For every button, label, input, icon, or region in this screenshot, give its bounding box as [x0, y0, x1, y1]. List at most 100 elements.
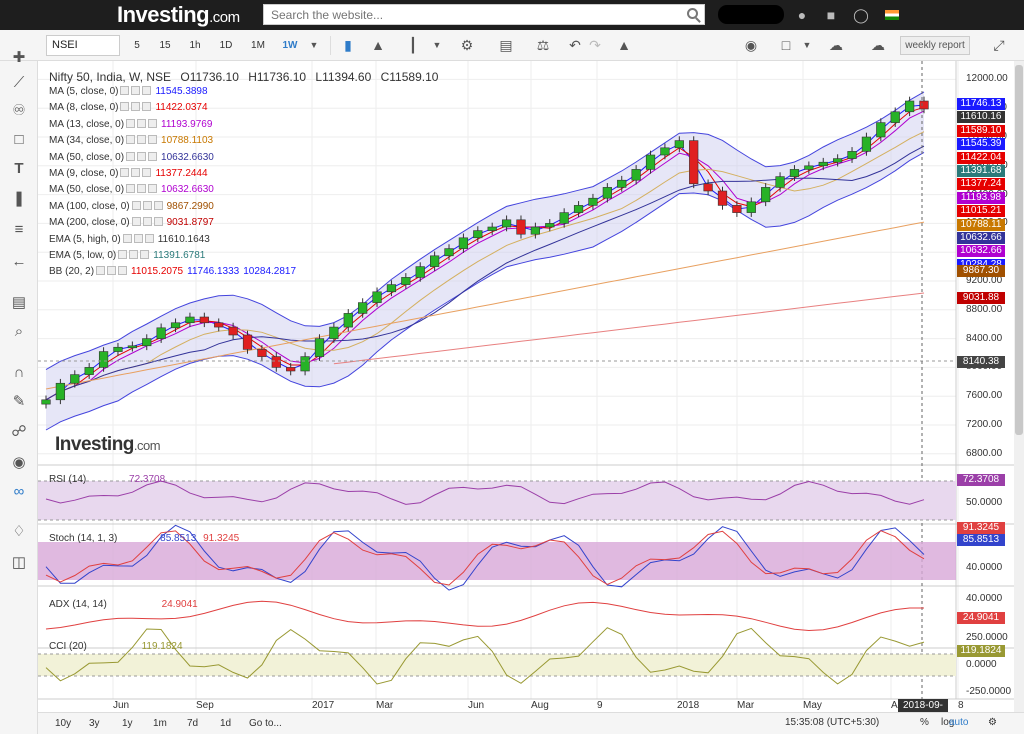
- cci-legend[interactable]: CCI (20) 119.1824: [49, 641, 183, 652]
- indicator-option-icon[interactable]: [120, 102, 130, 112]
- indicator-option-icon[interactable]: [144, 233, 154, 243]
- interval-5-button[interactable]: 5: [134, 40, 140, 51]
- range-3y-button[interactable]: 3y: [89, 718, 100, 729]
- indicator-option-icon[interactable]: [137, 151, 147, 161]
- zoom-icon[interactable]: ⌕: [14, 323, 24, 340]
- eye-icon[interactable]: ◉: [12, 454, 26, 471]
- indicator-legend-row[interactable]: MA (100, close, 0) 9867.2990: [49, 200, 214, 212]
- page-scrollbar[interactable]: [1014, 61, 1024, 712]
- indicator-option-icon[interactable]: [142, 168, 152, 177]
- interval-1w-button[interactable]: 1W: [282, 40, 298, 51]
- range-1m-button[interactable]: 1m: [153, 718, 167, 729]
- indicator-option-icon[interactable]: [153, 217, 163, 227]
- settings-gear-icon[interactable]: ⚙: [460, 37, 474, 53]
- indicator-legend-row[interactable]: MA (9, close, 0) 11377.2444: [49, 168, 208, 179]
- indicator-option-icon[interactable]: [131, 86, 141, 95]
- portfolio-icon[interactable]: ■: [826, 7, 836, 23]
- goto-date-button[interactable]: Go to...: [249, 718, 282, 729]
- indicator-option-icon[interactable]: [142, 200, 152, 210]
- indicator-option-icon[interactable]: [142, 102, 152, 112]
- search-box[interactable]: [263, 4, 705, 25]
- search-icon[interactable]: [687, 8, 698, 19]
- utc-clock[interactable]: 15:35:08 (UTC+5:30): [785, 717, 880, 728]
- cloud-upload-icon[interactable]: ☁: [871, 37, 885, 53]
- indicator-option-icon[interactable]: [148, 184, 158, 194]
- weekly-report-button[interactable]: weekly report: [900, 36, 970, 55]
- indicator-option-icon[interactable]: [131, 168, 141, 177]
- range-1d-button[interactable]: 1d: [220, 718, 232, 729]
- chart-settings-gear-icon[interactable]: ⚙: [988, 717, 997, 728]
- log-scale-toggle[interactable]: log: [941, 717, 955, 728]
- site-logo[interactable]: Investing.com: [117, 2, 240, 28]
- stoch-legend[interactable]: Stoch (14, 1, 3) 85.8513 91.3245: [49, 533, 239, 544]
- fullscreen-icon[interactable]: ⤢: [993, 37, 1005, 53]
- search-input[interactable]: [264, 5, 674, 24]
- compare-scale-icon[interactable]: ⚖: [536, 37, 550, 53]
- lock-icon[interactable]: ☍: [11, 423, 27, 440]
- range-10y-button[interactable]: 10y: [55, 718, 72, 729]
- indicator-legend-row[interactable]: EMA (5, low, 0) 11391.6781: [49, 250, 205, 261]
- indicator-legend-row[interactable]: MA (50, close, 0) 10632.6630: [49, 184, 214, 195]
- indicator-option-icon[interactable]: [126, 151, 136, 161]
- interval-1d-button[interactable]: 1D: [219, 40, 233, 51]
- indicator-option-icon[interactable]: [120, 86, 130, 95]
- india-flag-icon[interactable]: [885, 10, 899, 20]
- indicator-legend-row[interactable]: MA (34, close, 0) 10788.1103: [49, 135, 213, 146]
- pencil-icon[interactable]: ✎: [12, 393, 26, 410]
- indicator-option-icon[interactable]: [148, 135, 158, 145]
- indicator-option-icon[interactable]: [137, 135, 147, 145]
- indicator-legend-row[interactable]: MA (50, close, 0) 10632.6630: [49, 151, 214, 163]
- indicator-legend-row[interactable]: EMA (5, high, 0) 11610.1643: [49, 233, 210, 245]
- indicator-option-icon[interactable]: [140, 250, 150, 259]
- indicator-option-icon[interactable]: [107, 266, 117, 276]
- main-legend[interactable]: Nifty 50, India, W, NSE O11736.10 H11736…: [49, 70, 438, 84]
- indicator-option-icon[interactable]: [131, 217, 141, 227]
- bars-icon[interactable]: ┃: [408, 37, 418, 53]
- fibonacci-icon[interactable]: ≡: [14, 221, 24, 238]
- candles-icon[interactable]: ▮: [344, 37, 352, 53]
- symbol-input[interactable]: NSEI: [46, 35, 120, 56]
- scrollbar-thumb[interactable]: [1015, 65, 1023, 435]
- indicator-legend-row[interactable]: MA (8, close, 0) 11422.0374: [49, 102, 208, 113]
- chart-area[interactable]: [38, 61, 1014, 712]
- interval-1m-button[interactable]: 1M: [251, 40, 265, 51]
- trend-line-icon[interactable]: ⟋: [13, 74, 25, 91]
- pattern-icon[interactable]: ❚: [12, 190, 26, 207]
- indicator-option-icon[interactable]: [148, 151, 158, 161]
- interval-dropdown-icon[interactable]: ▼: [309, 40, 319, 50]
- measure-icon[interactable]: ▤: [11, 294, 27, 311]
- interval-15-button[interactable]: 15: [159, 40, 171, 51]
- indicator-legend-row[interactable]: MA (200, close, 0) 9031.8797: [49, 217, 214, 228]
- cloud-download-icon[interactable]: ☁: [829, 37, 843, 53]
- indicator-option-icon[interactable]: [142, 217, 152, 227]
- back-arrow-icon[interactable]: ←: [11, 253, 27, 270]
- range-7d-button[interactable]: 7d: [187, 718, 199, 729]
- interval-1h-button[interactable]: 1h: [189, 40, 201, 51]
- color-box-icon[interactable]: □: [781, 37, 791, 53]
- crosshair-icon[interactable]: ✚: [12, 49, 26, 66]
- color-dropdown-icon[interactable]: ▼: [802, 40, 812, 50]
- indicator-option-icon[interactable]: [96, 266, 106, 276]
- indicator-legend-row[interactable]: BB (20, 2) 11015.2075 11746.1333 10284.2817: [49, 266, 296, 277]
- redo-icon[interactable]: ↷: [589, 37, 601, 53]
- user-name-redacted[interactable]: [718, 5, 784, 24]
- rectangle-icon[interactable]: □: [14, 131, 24, 148]
- range-1y-button[interactable]: 1y: [122, 718, 133, 729]
- rsi-legend[interactable]: RSI (14) 72.3708: [49, 474, 165, 485]
- percent-scale-toggle[interactable]: %: [920, 717, 929, 728]
- indicator-option-icon[interactable]: [120, 168, 130, 177]
- indicator-option-icon[interactable]: [126, 184, 136, 194]
- layers-icon[interactable]: ♢: [12, 523, 26, 540]
- indicator-option-icon[interactable]: [118, 250, 128, 259]
- indicator-legend-row[interactable]: MA (13, close, 0) 11193.9769: [49, 118, 212, 130]
- chart-type-dropdown-icon[interactable]: ▼: [432, 40, 442, 50]
- alert-bell-icon[interactable]: ▲: [617, 37, 631, 53]
- indicator-option-icon[interactable]: [137, 184, 147, 194]
- link-icon[interactable]: ∞: [13, 483, 25, 500]
- pitchfork-icon[interactable]: ♾: [12, 102, 26, 119]
- indicator-option-icon[interactable]: [126, 135, 136, 145]
- camera-icon[interactable]: ◉: [744, 37, 758, 53]
- trash-icon[interactable]: ◫: [11, 554, 27, 571]
- indicator-option-icon[interactable]: [153, 200, 163, 210]
- indicator-legend-row[interactable]: MA (5, close, 0) 11545.3898: [49, 86, 208, 97]
